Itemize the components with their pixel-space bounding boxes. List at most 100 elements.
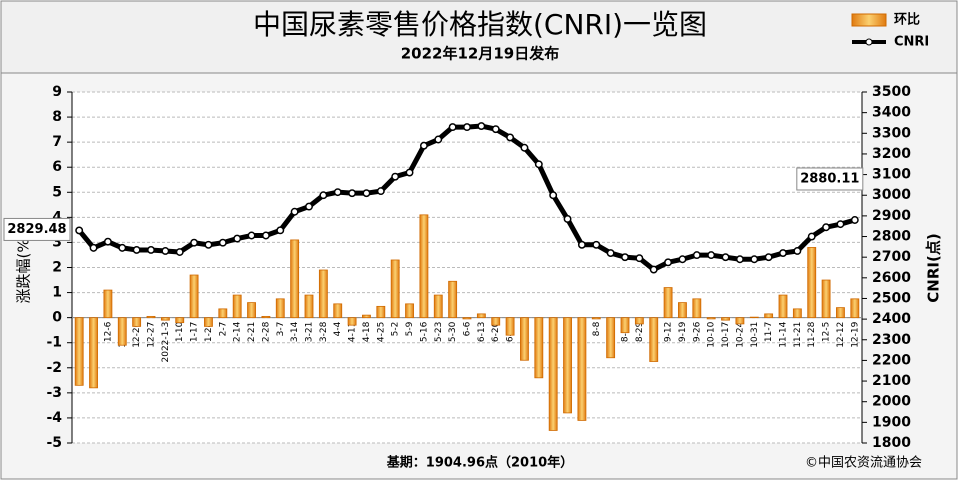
x-tick-label: 4-4	[333, 321, 343, 336]
point	[391, 172, 400, 181]
bar	[462, 317, 472, 320]
point	[276, 226, 285, 235]
x-tick-label: 10-31	[750, 322, 760, 348]
y2-tick-label: 2200	[872, 352, 911, 368]
point	[405, 168, 414, 177]
point	[534, 160, 543, 169]
point	[549, 191, 558, 200]
point	[635, 254, 644, 263]
x-tick-label: 8-8	[592, 321, 602, 336]
bar	[749, 316, 759, 319]
point	[247, 231, 256, 240]
bar	[534, 317, 544, 379]
y-tick-label: 8	[52, 109, 62, 125]
bar	[318, 269, 328, 319]
y2-tick-label: 1800	[872, 435, 911, 451]
bar	[563, 317, 572, 414]
bar	[290, 239, 300, 319]
x-tick-label: 9-19	[678, 321, 688, 342]
y2-tick-label: 2500	[872, 290, 911, 306]
x-tick-label: 8-29	[635, 321, 645, 342]
bar	[850, 298, 860, 319]
bar	[261, 315, 271, 319]
legend-label: 环比	[894, 12, 920, 28]
x-tick-label: 2022-1-3	[161, 322, 171, 363]
bar	[491, 317, 501, 326]
y2-tick-label: 3400	[872, 105, 911, 121]
bar	[520, 317, 529, 361]
point	[721, 253, 730, 262]
bar	[778, 294, 788, 319]
x-tick-label: 9-12	[664, 322, 674, 342]
x-tick-label: 3-7	[276, 322, 286, 337]
bar	[175, 317, 185, 324]
point	[678, 255, 687, 264]
legend-swatch	[865, 38, 873, 46]
bar	[232, 294, 242, 319]
bar	[132, 317, 142, 327]
bar	[649, 317, 659, 362]
bar	[836, 307, 845, 319]
y-tick-label: -5	[46, 435, 62, 451]
bar	[419, 214, 429, 319]
y-tick-label: -2	[46, 360, 62, 376]
y2-tick-label: 1900	[872, 414, 911, 430]
value-label-box	[3, 217, 71, 241]
bar	[448, 280, 458, 319]
y2-tick-label: 2400	[872, 311, 911, 327]
x-tick-label: 4-18	[362, 321, 372, 342]
point	[592, 240, 601, 249]
x-tick-label: 6-6	[463, 321, 473, 336]
bar	[721, 317, 730, 321]
point	[175, 248, 184, 256]
y2-tick-label: 3000	[872, 187, 911, 203]
x-tick-label: 5-30	[448, 321, 458, 342]
y2-tick-label: 3100	[872, 167, 911, 183]
chart-title: 中国尿素零售价格指数(CNRI)一览图	[253, 8, 707, 41]
point	[305, 202, 313, 211]
point	[477, 122, 486, 131]
bar	[692, 298, 702, 319]
bar	[606, 317, 616, 359]
point	[434, 135, 443, 144]
x-tick-label: 4-25	[376, 322, 386, 342]
bar	[735, 317, 745, 325]
point	[204, 240, 213, 249]
bar	[304, 294, 314, 319]
bar	[189, 274, 199, 319]
x-tick-label: 6-20	[491, 321, 501, 342]
point	[290, 207, 299, 216]
x-tick-label: 1-10	[175, 321, 185, 342]
point	[218, 238, 227, 247]
x-tick-label: 11-14	[779, 321, 789, 347]
value-label: 2880.11	[800, 171, 859, 186]
point	[419, 141, 428, 150]
point	[520, 143, 529, 152]
point	[333, 188, 342, 197]
x-tick-label: 1-17	[190, 322, 200, 342]
y-tick-label: -4	[46, 410, 62, 426]
point	[161, 247, 170, 255]
chart-subtitle: 2022年12月19日发布	[401, 45, 560, 63]
x-tick-label: 12-20	[132, 321, 142, 347]
base-note: 基期：1904.96点（2010年）	[386, 455, 573, 471]
point	[463, 123, 471, 132]
y-tick-label: 2	[52, 260, 62, 276]
point	[132, 246, 141, 254]
x-tick-label: 6-13	[477, 322, 487, 342]
point	[836, 220, 845, 229]
point	[793, 247, 802, 255]
bar	[275, 298, 285, 319]
bar	[390, 259, 400, 319]
point	[103, 237, 112, 246]
bar	[591, 317, 601, 320]
y2-axis-label: CNRI(点)	[925, 233, 943, 302]
x-tick-label: 11-21	[793, 322, 803, 348]
x-tick-label: 10-24	[735, 321, 745, 347]
x-tick-label: 5-16	[419, 321, 429, 342]
x-tick-label: 10-10	[707, 321, 717, 347]
bar	[577, 317, 587, 421]
point	[319, 191, 328, 200]
bar	[204, 317, 213, 327]
